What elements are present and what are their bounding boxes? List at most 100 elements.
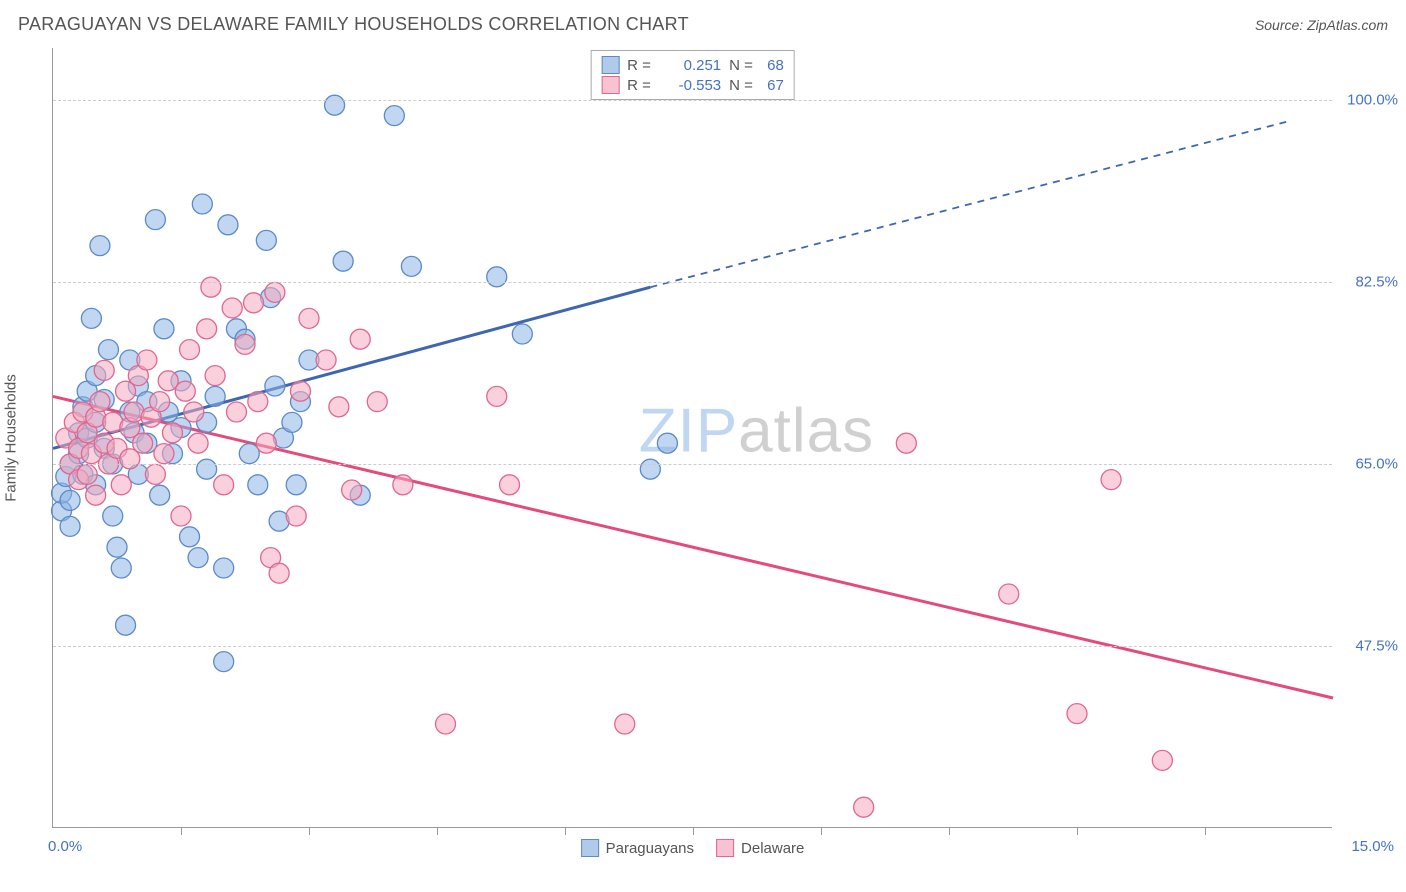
r-value: -0.553 [663,77,721,94]
scatter-point [201,277,221,297]
series-name: Delaware [741,840,804,857]
scatter-point [111,558,131,578]
scatter-point [290,381,310,401]
scatter-point [367,392,387,412]
scatter-point [86,485,106,505]
scatter-point [333,251,353,271]
scatter-point [329,397,349,417]
correlation-legend-row: R = -0.553 N = 67 [601,75,784,95]
scatter-point [133,433,153,453]
scatter-point [999,584,1019,604]
scatter-point [180,527,200,547]
scatter-point [384,106,404,126]
n-value: 67 [767,77,784,94]
scatter-point [90,392,110,412]
series-legend: Paraguayans Delaware [581,839,805,857]
swatch-icon [601,76,619,94]
series-legend-item: Paraguayans [581,839,694,857]
scatter-point [214,558,234,578]
scatter-point [854,797,874,817]
x-tick [693,827,694,835]
scatter-point [226,402,246,422]
y-tick-label: 47.5% [1355,638,1398,655]
scatter-point [487,267,507,287]
scatter-point [325,95,345,115]
gridline [53,464,1332,465]
scatter-point [299,308,319,328]
scatter-point [256,433,276,453]
r-label: R = [627,77,655,94]
scatter-point [214,475,234,495]
scatter-point [350,329,370,349]
scatter-point [640,459,660,479]
scatter-point [60,490,80,510]
regression-line [53,396,1333,698]
correlation-legend-row: R = 0.251 N = 68 [601,55,784,75]
scatter-point [265,282,285,302]
x-tick [565,827,566,835]
scatter-point [94,360,114,380]
scatter-point [175,381,195,401]
scatter-point [896,433,916,453]
y-axis-label: Family Households [3,374,20,502]
scatter-point [248,392,268,412]
scatter-point [1152,750,1172,770]
x-tick [949,827,950,835]
scatter-point [103,506,123,526]
x-axis-min-label: 0.0% [48,838,82,855]
scatter-point [162,423,182,443]
n-value: 68 [767,57,784,74]
n-label: N = [729,77,759,94]
scatter-point [192,194,212,214]
chart-area: Family Households ZIPatlas R = 0.251 N =… [52,48,1332,828]
scatter-point [90,236,110,256]
scatter-point [256,230,276,250]
scatter-point [316,350,336,370]
x-axis-max-label: 15.0% [1351,838,1394,855]
scatter-point [197,319,217,339]
scatter-point [150,485,170,505]
scatter-point [265,376,285,396]
series-legend-item: Delaware [716,839,804,857]
n-label: N = [729,57,759,74]
scatter-point [60,516,80,536]
swatch-icon [581,839,599,857]
scatter-point [487,386,507,406]
scatter-point [214,652,234,672]
scatter-point [98,340,118,360]
scatter-point [205,386,225,406]
chart-header: PARAGUAYAN VS DELAWARE FAMILY HOUSEHOLDS… [18,14,1388,35]
x-tick [1205,827,1206,835]
scatter-point [500,475,520,495]
y-tick-label: 65.0% [1355,456,1398,473]
scatter-point [269,563,289,583]
scatter-point [197,459,217,479]
scatter-point [235,334,255,354]
source-label: Source: ZipAtlas.com [1255,17,1388,33]
scatter-point [107,537,127,557]
y-tick-label: 100.0% [1347,92,1398,109]
scatter-point [180,340,200,360]
scatter-point [222,298,242,318]
swatch-icon [716,839,734,857]
x-tick [437,827,438,835]
scatter-point [145,464,165,484]
scatter-point [188,433,208,453]
gridline [53,646,1332,647]
gridline [53,282,1332,283]
scatter-point [1101,470,1121,490]
scatter-point [154,319,174,339]
scatter-point [401,256,421,276]
r-value: 0.251 [663,57,721,74]
scatter-point [150,392,170,412]
scatter-point [77,464,97,484]
scatter-point [512,324,532,344]
scatter-point [286,475,306,495]
scatter-point [1067,704,1087,724]
r-label: R = [627,57,655,74]
x-tick [1077,827,1078,835]
scatter-point [342,480,362,500]
scatter-point [657,433,677,453]
scatter-point [282,412,302,432]
scatter-point [116,615,136,635]
